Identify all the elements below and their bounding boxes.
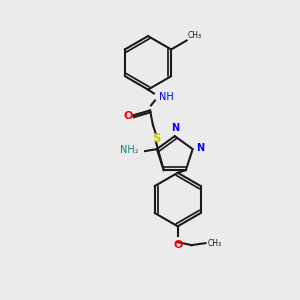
Text: CH₃: CH₃: [208, 238, 222, 247]
Text: NH₂: NH₂: [120, 145, 139, 155]
Text: O: O: [173, 240, 182, 250]
Text: N: N: [171, 123, 179, 133]
Text: CH₃: CH₃: [188, 31, 202, 40]
Text: S: S: [152, 132, 160, 145]
Text: O: O: [124, 111, 133, 121]
Text: N: N: [196, 143, 204, 153]
Text: NH: NH: [159, 92, 174, 101]
